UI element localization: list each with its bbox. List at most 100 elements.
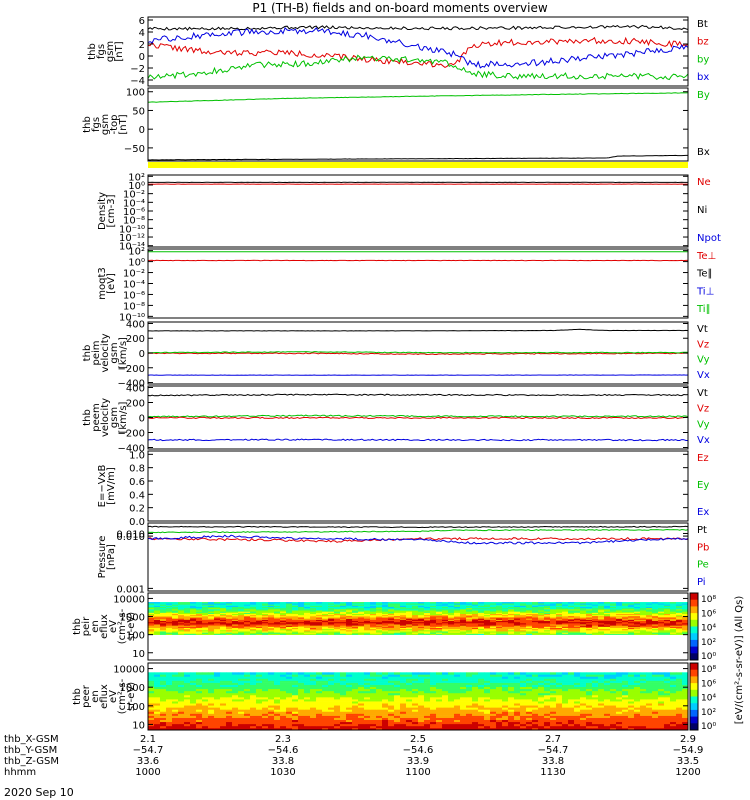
spectrogram-cell — [220, 697, 227, 700]
spectrogram-cell — [538, 632, 545, 634]
spectrogram-cell — [388, 633, 395, 635]
spectrogram-cell — [370, 699, 377, 702]
spectrogram-cell — [412, 717, 419, 720]
spectrogram-cell — [166, 629, 173, 632]
spectrogram-cell — [550, 727, 557, 731]
spectrogram-cell — [544, 705, 551, 708]
spectrogram-cell — [166, 725, 173, 729]
spectrogram-cell — [370, 682, 377, 685]
spectrogram-cell — [586, 603, 593, 605]
spectrogram-cell — [508, 705, 515, 708]
spectrogram-cell — [250, 619, 257, 621]
spectrogram-cell — [472, 709, 479, 712]
spectrogram-cell — [418, 627, 425, 630]
spectrogram-cell — [196, 684, 203, 688]
spectrogram-cell — [556, 611, 563, 613]
spectrogram-cell — [190, 613, 197, 616]
spectrogram-cell — [364, 629, 371, 632]
spectrogram-cell — [178, 620, 185, 623]
spectrogram-cell — [154, 603, 161, 605]
spectrogram-cell — [262, 682, 269, 685]
spectrogram-cell — [508, 617, 515, 619]
spectrogram-cell — [214, 628, 221, 631]
spectrogram-cell — [562, 613, 569, 616]
spectrogram-cell — [286, 617, 293, 619]
spectrogram-cell — [220, 629, 227, 632]
spectrogram-cell — [454, 697, 461, 700]
spectrogram-cell — [178, 607, 185, 610]
spectrogram-cell — [484, 688, 491, 692]
spectrogram-cell — [262, 621, 269, 624]
spectrogram-cell — [574, 619, 581, 621]
spectrogram-cell — [382, 626, 389, 628]
spectrogram-cell — [472, 680, 479, 683]
spectrogram-cell — [172, 701, 179, 704]
spectrogram-cell — [526, 719, 533, 723]
spectrogram-cell — [322, 619, 329, 621]
spectrogram-cell — [376, 727, 383, 731]
spectrogram-cell — [628, 680, 635, 683]
spectrogram-cell — [478, 604, 485, 606]
spectrogram-cell — [298, 633, 305, 635]
spectrogram-cell — [550, 690, 557, 694]
spectrogram-cell — [304, 694, 311, 698]
spectrogram-cell — [646, 627, 653, 630]
spectrogram-cell — [196, 624, 203, 626]
spectrogram-cell — [316, 613, 323, 616]
spectrogram-cell — [346, 715, 353, 718]
spectrogram-cell — [478, 682, 485, 685]
spectrogram-cell — [310, 694, 317, 698]
spectrogram-cell — [148, 703, 155, 706]
spectrogram-cell — [574, 717, 581, 720]
spectrogram-cell — [604, 632, 611, 634]
spectrogram-cell — [316, 621, 323, 624]
spectrogram-cell — [316, 717, 323, 720]
spectrogram-cell — [502, 701, 509, 704]
spectrogram-cell — [616, 692, 623, 696]
spectrogram-cell — [364, 610, 371, 612]
spectrogram-cell — [532, 715, 539, 718]
spectrogram-cell — [520, 620, 527, 623]
spectrogram-cell — [508, 711, 515, 714]
spectrogram-cell — [574, 613, 581, 616]
spectrogram-cell — [388, 617, 395, 619]
spectrogram-cell — [190, 625, 197, 627]
spectrogram-cell — [646, 692, 653, 696]
spectrogram-cell — [154, 682, 161, 685]
spectrogram-cell — [148, 619, 155, 621]
spectrogram-cell — [496, 618, 503, 620]
spectrogram-cell — [262, 607, 269, 610]
spectrogram-cell — [172, 697, 179, 700]
spectrogram-cell — [280, 703, 287, 706]
spectrogram-cell — [598, 604, 605, 606]
spectrogram-cell — [454, 628, 461, 631]
spectrogram-cell — [196, 602, 203, 604]
spectrogram-cell — [664, 603, 671, 605]
spectrogram-cell — [442, 701, 449, 704]
spectrogram-cell — [664, 619, 671, 621]
spectrogram-cell — [280, 613, 287, 616]
spectrogram-cell — [238, 626, 245, 628]
spectrogram-cell — [616, 610, 623, 612]
spectrogram-cell — [676, 609, 683, 611]
spectrogram-cell — [436, 686, 443, 690]
spectrogram-cell — [586, 625, 593, 627]
spectrogram-cell — [376, 617, 383, 619]
spectrogram-cell — [682, 609, 689, 611]
spectrogram-cell — [670, 725, 677, 729]
spectrogram-cell — [604, 611, 611, 613]
spectrogram-cell — [448, 705, 455, 708]
spectrogram-cell — [370, 707, 377, 710]
spectrogram-cell — [352, 624, 359, 626]
spectrogram-cell — [418, 602, 425, 604]
spectrogram-cell — [328, 717, 335, 720]
spectrogram-cell — [370, 705, 377, 708]
spectrogram-cell — [604, 684, 611, 688]
spectrogram-cell — [382, 624, 389, 626]
spectrogram-cell — [454, 694, 461, 698]
spectrogram-cell — [340, 603, 347, 605]
spectrogram-cell — [562, 701, 569, 704]
spectrogram-cell — [484, 602, 491, 604]
spectrogram-cell — [676, 703, 683, 706]
spectrogram-cell — [616, 723, 623, 727]
